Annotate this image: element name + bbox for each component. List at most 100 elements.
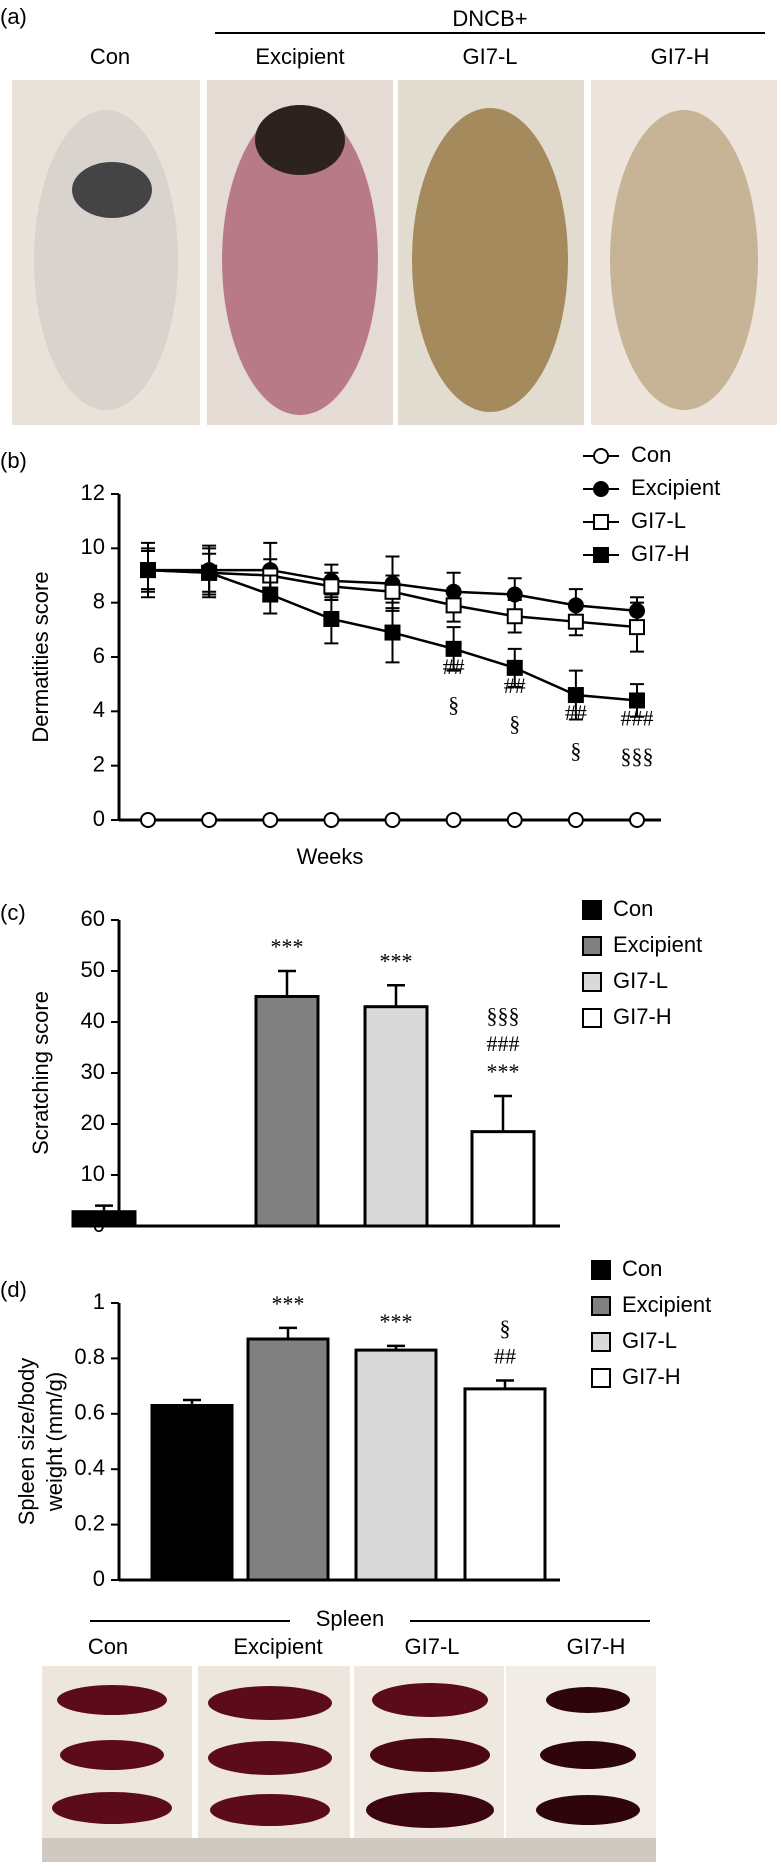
significance-mark: §	[509, 711, 520, 736]
legend-swatch	[591, 1296, 611, 1316]
error-bar	[387, 984, 405, 1007]
y-tick-label: 60	[81, 906, 105, 931]
significance-mark: ***	[271, 934, 304, 959]
legend-swatch	[582, 972, 602, 992]
significance-mark: §§§	[621, 744, 654, 769]
marker	[567, 613, 584, 630]
y-tick-label: 0	[93, 806, 105, 831]
bar	[363, 1005, 429, 1228]
legend-label: GI7-H	[613, 1004, 672, 1029]
significance-mark: §	[500, 1316, 511, 1341]
y-axis-label: Scratching score	[28, 991, 53, 1155]
marker	[567, 687, 584, 704]
marker	[201, 564, 218, 581]
legend-marker	[593, 547, 609, 563]
photo-label: GI7-H	[651, 44, 710, 69]
legend-marker	[593, 448, 609, 464]
y-tick-label: 50	[81, 957, 105, 982]
legend-label: GI7-L	[631, 508, 686, 533]
panel-label: (d)	[0, 1277, 27, 1302]
group-label: DNCB+	[452, 6, 527, 31]
legend-swatch	[591, 1368, 611, 1388]
y-axis-label: weight (mm/g)	[42, 1372, 67, 1512]
marker	[201, 812, 218, 828]
x-axis-label: Weeks	[297, 844, 364, 869]
marker	[140, 812, 156, 828]
significance-mark: ##	[504, 673, 526, 698]
marker	[384, 583, 401, 600]
panel-label: (a)	[0, 4, 27, 29]
legend-label: Excipient	[613, 932, 702, 957]
error-bar	[279, 1326, 297, 1340]
label-bg	[290, 1608, 410, 1634]
y-tick-label: 0.4	[74, 1455, 105, 1480]
bar	[246, 1337, 330, 1582]
legend-label: Con	[622, 1256, 662, 1281]
photo-label: GI7-H	[567, 1634, 626, 1659]
marker	[262, 812, 279, 828]
y-tick-label: 1	[93, 1289, 105, 1314]
spleen-photos	[42, 1666, 656, 1862]
legend-swatch	[591, 1332, 611, 1352]
marker	[506, 608, 523, 625]
legend-swatch	[582, 1008, 602, 1028]
bar	[470, 1130, 536, 1228]
marker	[262, 586, 279, 603]
y-tick-label: 0.8	[74, 1344, 105, 1369]
bar	[150, 1403, 234, 1582]
marker	[567, 812, 584, 828]
significance-mark: §	[448, 692, 459, 717]
legend-label: GI7-H	[622, 1364, 681, 1389]
error-bar	[278, 969, 296, 997]
legend-label: Con	[631, 442, 671, 467]
marker	[629, 619, 645, 636]
legend-swatch	[582, 900, 602, 920]
significance-mark: ***	[380, 948, 413, 973]
photo-label: Excipient	[233, 1634, 322, 1659]
marker	[506, 659, 523, 676]
significance-mark: ###	[487, 1031, 520, 1056]
photo-label: GI7-L	[462, 44, 517, 69]
legend-label: GI7-H	[631, 541, 690, 566]
legend-marker	[593, 514, 609, 530]
significance-mark: ***	[272, 1291, 305, 1316]
marker	[445, 640, 462, 657]
y-tick-label: 10	[81, 1161, 105, 1186]
legend-label: Excipient	[631, 475, 720, 500]
error-bar	[494, 1094, 512, 1132]
significance-mark: §§§	[487, 1003, 520, 1028]
y-tick-label: 2	[93, 751, 105, 776]
marker	[445, 812, 462, 828]
mouse-photos	[12, 80, 777, 425]
significance-mark: ***	[380, 1309, 413, 1334]
marker	[140, 562, 156, 579]
photo-label: Con	[88, 1634, 128, 1659]
y-tick-label: 40	[81, 1008, 105, 1033]
photo-label: GI7-L	[404, 1634, 459, 1659]
legend-label: GI7-L	[622, 1328, 677, 1353]
significance-mark: ###	[621, 706, 654, 731]
marker	[323, 610, 340, 627]
group-label: Spleen	[316, 1606, 385, 1631]
panel-label: (c)	[0, 900, 26, 925]
significance-mark: §	[570, 738, 581, 763]
y-tick-label: 10	[81, 534, 105, 559]
legend-marker	[593, 481, 609, 497]
bar	[254, 995, 320, 1228]
photo-label: Excipient	[255, 44, 344, 69]
y-axis-label: Dermatities score	[28, 571, 53, 742]
y-tick-label: 0.2	[74, 1510, 105, 1535]
marker	[506, 812, 523, 828]
bar	[354, 1348, 438, 1582]
legend-label: Con	[613, 896, 653, 921]
y-tick-label: 6	[93, 643, 105, 668]
legend-label: Excipient	[622, 1292, 711, 1317]
y-axis-label: Spleen size/body	[14, 1358, 39, 1526]
y-tick-label: 8	[93, 588, 105, 613]
bar	[463, 1387, 547, 1582]
marker	[384, 812, 401, 828]
marker	[629, 692, 645, 709]
legend-label: GI7-L	[613, 968, 668, 993]
y-tick-label: 0.6	[74, 1400, 105, 1425]
